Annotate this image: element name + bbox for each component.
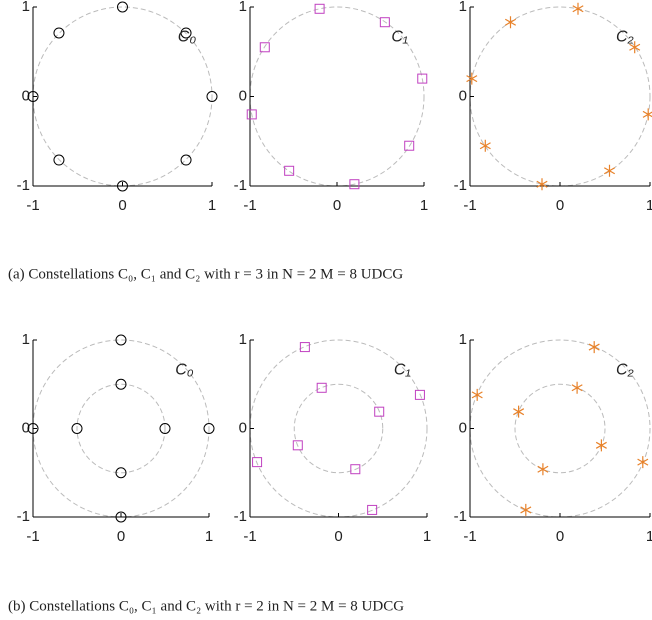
point (180, 154, 192, 166)
point (466, 72, 478, 85)
point (316, 382, 327, 393)
y-tick-label: 1 (22, 0, 30, 15)
annotation: C₂ (616, 361, 634, 378)
point (203, 423, 215, 434)
point (206, 91, 218, 102)
point (299, 342, 310, 353)
point (572, 2, 584, 15)
point (159, 423, 171, 434)
point (414, 389, 425, 400)
x-tick-label: 1 (646, 528, 652, 545)
y-tick-label: -1 (234, 177, 247, 194)
point (115, 467, 127, 479)
y-tick-label: -1 (454, 177, 467, 194)
y-tick-label: 0 (22, 87, 30, 104)
y-tick-label: -1 (17, 508, 30, 525)
point (504, 16, 517, 29)
point (571, 381, 583, 394)
x-tick-label: 1 (208, 197, 216, 214)
point (53, 27, 65, 39)
point (536, 178, 548, 191)
x-tick-label: 1 (205, 528, 213, 545)
point (513, 405, 525, 418)
point (588, 341, 600, 354)
y-tick-label: 0 (459, 87, 467, 104)
point (479, 139, 491, 152)
x-tick-label: -1 (26, 197, 39, 214)
point (115, 334, 127, 346)
y-tick-label: 0 (239, 87, 247, 104)
x-tick-label: -1 (243, 528, 256, 545)
point (117, 180, 128, 192)
x-tick-label: -1 (463, 197, 476, 214)
point (537, 463, 549, 476)
ring (76, 383, 166, 474)
point (520, 503, 532, 516)
x-tick-label: -1 (243, 197, 256, 214)
point (71, 423, 83, 434)
point (379, 17, 390, 28)
point (629, 41, 641, 54)
point (27, 423, 39, 434)
point (284, 165, 295, 176)
point (53, 154, 65, 166)
caption: (b) Constellations C₀, C₁ and C₂ with r … (8, 598, 404, 614)
point (117, 1, 128, 13)
x-tick-label: 0 (556, 528, 564, 545)
x-tick-label: 0 (556, 197, 564, 214)
y-tick-label: 0 (22, 419, 30, 436)
annotation: C₁ (394, 361, 411, 378)
point (642, 108, 652, 121)
point (115, 511, 127, 523)
point (246, 109, 257, 120)
point (404, 140, 415, 151)
point (259, 42, 270, 53)
y-tick-label: 0 (239, 419, 247, 436)
point (374, 406, 385, 417)
x-tick-label: -1 (26, 528, 39, 545)
point (603, 164, 616, 177)
x-tick-label: 1 (646, 197, 652, 214)
annotation: C₀ (178, 29, 197, 46)
x-tick-label: 0 (334, 528, 342, 545)
y-tick-label: -1 (17, 177, 30, 194)
x-tick-label: 0 (333, 197, 341, 214)
point (595, 439, 607, 452)
point (637, 456, 649, 469)
annotation: C₁ (391, 29, 408, 46)
y-tick-label: 1 (459, 0, 467, 15)
point (115, 378, 127, 390)
y-tick-label: 1 (239, 0, 247, 15)
point (350, 464, 361, 475)
point (471, 388, 483, 401)
caption: (a) Constellations C₀, C₁ and C₂ with r … (8, 266, 403, 282)
ring (514, 383, 606, 474)
y-tick-label: 0 (459, 419, 467, 436)
point (292, 440, 303, 451)
point (367, 504, 378, 515)
point (417, 73, 428, 84)
y-tick-label: -1 (234, 508, 247, 525)
point (27, 91, 39, 102)
point (349, 179, 360, 190)
annotation: C₂ (616, 29, 634, 46)
y-tick-label: -1 (454, 508, 467, 525)
y-tick-label: 1 (459, 331, 467, 348)
y-tick-label: 1 (22, 331, 30, 348)
point (252, 457, 263, 468)
x-tick-label: 0 (117, 528, 125, 545)
ring (293, 383, 384, 474)
x-tick-label: -1 (463, 528, 476, 545)
x-tick-label: 0 (118, 197, 126, 214)
x-tick-label: 1 (420, 197, 428, 214)
point (314, 3, 325, 14)
annotation: C₀ (175, 361, 194, 378)
point (180, 27, 192, 39)
x-tick-label: 1 (423, 528, 431, 545)
y-tick-label: 1 (239, 331, 247, 348)
